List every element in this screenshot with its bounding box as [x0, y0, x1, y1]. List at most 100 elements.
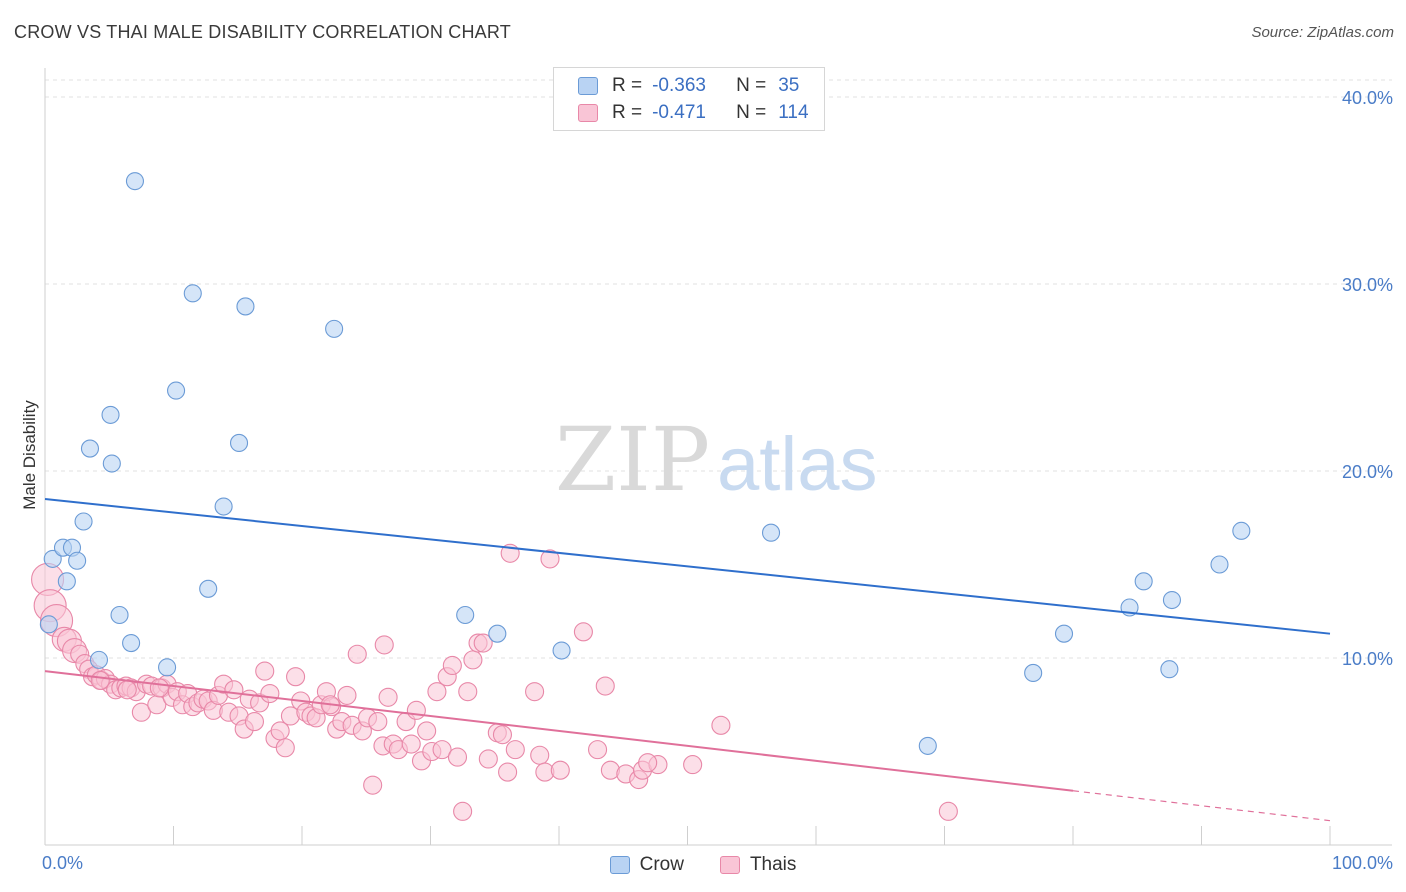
- crow-point: [488, 624, 507, 643]
- crow-n-label: N =: [736, 75, 767, 96]
- crow-point: [183, 284, 202, 303]
- crow-r-label: R =: [612, 75, 643, 96]
- correlation-legend: R = -0.363 N = 35 R = -0.471 N = 114: [553, 67, 825, 131]
- thai-point: [260, 683, 280, 704]
- crow-point: [102, 454, 121, 473]
- thai-point: [432, 740, 452, 760]
- thai-point: [525, 682, 545, 702]
- thai-point: [149, 678, 169, 698]
- thai-legend-swatch: [719, 856, 740, 874]
- thai-point: [337, 685, 357, 705]
- grid-lines: [45, 79, 1392, 659]
- thai-point: [131, 702, 151, 722]
- crow-point: [552, 641, 571, 660]
- thai-r-label: R =: [612, 102, 643, 123]
- thai-series: [31, 543, 958, 821]
- crow-point: [236, 297, 255, 316]
- thai-point: [573, 622, 593, 642]
- crow-point: [39, 615, 58, 634]
- thai-point: [478, 749, 498, 769]
- crow-point: [74, 512, 93, 531]
- thai-point: [244, 712, 265, 732]
- thai-r-value: -0.471: [652, 102, 706, 123]
- thai-point: [374, 635, 394, 655]
- chart-title: CROW VS THAI MALE DISABILITY CORRELATION…: [14, 22, 511, 42]
- thai-point: [938, 801, 958, 821]
- crow-point: [68, 551, 87, 570]
- crow-point: [1054, 624, 1074, 643]
- crow-r-value: -0.363: [652, 75, 706, 96]
- crow-point: [110, 605, 129, 625]
- thai-point: [492, 725, 513, 745]
- crow-legend-label: Crow: [639, 854, 684, 875]
- thai-point: [587, 740, 608, 760]
- thai-trend-line-extension: [1072, 790, 1331, 822]
- crow-n-value: 35: [778, 75, 800, 96]
- crow-point: [918, 736, 937, 755]
- trend-lines: [44, 498, 1331, 822]
- legend-row-crow: R = -0.363 N = 35: [578, 74, 799, 98]
- crow-point: [1162, 590, 1181, 610]
- crow-point: [761, 523, 781, 542]
- thai-point: [347, 644, 367, 664]
- thai-point: [595, 676, 615, 696]
- tick-labels: 10.0% 20.0% 30.0% 40.0% 0.0% 100.0%: [42, 88, 1393, 873]
- axes: [44, 68, 1392, 846]
- thai-point: [463, 650, 483, 670]
- thai-point: [117, 680, 137, 700]
- thai-trend-line: [44, 670, 1074, 792]
- thai-point: [458, 682, 478, 702]
- thai-point: [255, 661, 275, 681]
- y-axis-label: Male Disability: [20, 400, 39, 510]
- thai-point: [427, 682, 447, 702]
- watermark: ZIP atlas: [555, 408, 878, 511]
- thai-point: [683, 755, 703, 775]
- watermark-zip: ZIP: [555, 408, 710, 511]
- y-tick-label: 20.0%: [1342, 462, 1393, 482]
- thai-point: [417, 721, 437, 741]
- thai-point: [447, 747, 468, 767]
- thai-point: [363, 775, 383, 795]
- thai-point: [378, 687, 398, 707]
- crow-series: [39, 172, 1251, 755]
- thai-point: [453, 801, 473, 821]
- thai-point: [498, 762, 518, 782]
- thai-point: [540, 549, 560, 569]
- crow-point: [214, 497, 233, 516]
- thai-point: [406, 700, 426, 720]
- crow-point: [167, 381, 186, 400]
- thai-n-label: N =: [736, 102, 767, 123]
- thai-point: [638, 753, 658, 773]
- crow-point: [158, 658, 177, 677]
- watermark-atlas: atlas: [717, 422, 878, 507]
- legend-row-thai: R = -0.471 N = 114: [578, 101, 809, 125]
- thai-point: [286, 667, 306, 687]
- thai-point: [401, 734, 421, 754]
- thai-point: [711, 715, 731, 735]
- crow-point: [43, 549, 62, 568]
- crow-point: [80, 439, 100, 458]
- crow-point: [101, 405, 120, 424]
- crow-point: [325, 319, 344, 338]
- crow-point: [125, 172, 144, 191]
- crow-point: [456, 605, 475, 625]
- thai-point: [505, 740, 525, 760]
- thai-point: [473, 633, 493, 653]
- thai-point: [275, 738, 295, 758]
- x-tick-label: 100.0%: [1332, 853, 1393, 873]
- crow-point: [57, 572, 76, 591]
- thai-point: [442, 655, 462, 676]
- source-label: Source: ZipAtlas.com: [1251, 24, 1394, 41]
- crow-point: [1024, 663, 1043, 683]
- crow-point: [1210, 555, 1229, 574]
- legend-item-crow: Crow: [609, 854, 684, 876]
- crow-point: [199, 579, 218, 598]
- thai-swatch: [578, 104, 598, 122]
- thai-point: [368, 712, 388, 732]
- thai-legend-label: Thais: [749, 854, 797, 875]
- crow-point: [122, 633, 141, 653]
- y-tick-label: 30.0%: [1342, 275, 1393, 295]
- crow-point: [1134, 572, 1153, 591]
- y-tick-label: 10.0%: [1342, 649, 1393, 669]
